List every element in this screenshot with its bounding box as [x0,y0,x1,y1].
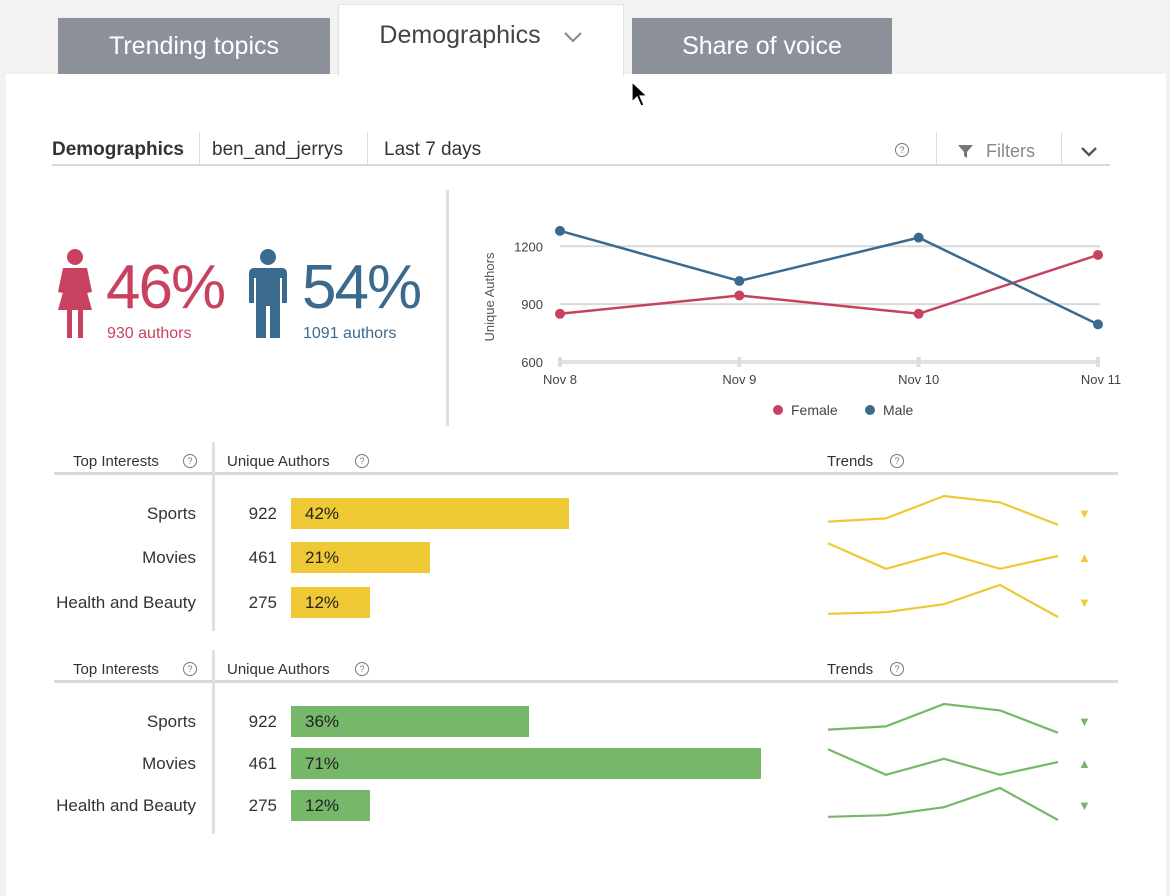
help-icon[interactable]: ? [895,143,909,157]
interest-bar[interactable]: 42% [291,498,570,529]
trend-sparkline [827,542,1059,570]
interest-label: Sports [146,504,196,523]
series-line-female [559,253,1099,316]
author-count: 275 [248,796,277,815]
mouse-cursor-icon [631,80,649,107]
data-point[interactable] [913,232,924,243]
tab-label: Share of voice [682,31,842,60]
header-trends: Trends [827,453,874,470]
bar-percentage: 42% [305,503,340,523]
bar-percentage: 36% [305,711,340,731]
x-tick-label: Nov 9 [722,372,756,387]
interest-label: Health and Beauty [56,593,196,612]
interest-label: Health and Beauty [56,796,196,815]
interest-bar[interactable]: 21% [291,542,431,573]
trend-down-icon: ▼ [1078,714,1091,729]
y-tick-label: 600 [521,355,543,370]
y-tick-label: 1200 [514,239,543,254]
data-point[interactable] [913,308,924,319]
filters-label: Filters [986,141,1035,161]
trend-sparkline [827,748,1059,776]
x-tick-label: Nov 10 [898,372,939,387]
help-icon[interactable]: ? [355,662,369,676]
header-unique-authors: Unique Authors [227,453,330,470]
legend-item-female[interactable]: Female [773,402,838,418]
tab-trending-topics[interactable]: Trending topics [58,18,330,74]
interest-label: Movies [142,548,196,567]
chevron-down-icon[interactable] [563,21,583,50]
header-top-interests: Top Interests [73,453,159,470]
header-trends: Trends [827,661,874,678]
author-count: 275 [248,593,277,612]
male-percentage: 54% [302,253,422,322]
author-count: 922 [248,712,277,731]
chevron-down-icon[interactable] [1080,144,1098,162]
interest-bar[interactable]: 36% [291,706,530,737]
help-icon[interactable]: ? [890,454,904,468]
series-line-male [559,229,1099,326]
data-point[interactable] [555,225,565,236]
interest-bar[interactable]: 71% [291,748,762,779]
bar-percentage: 12% [305,592,340,612]
trend-up-icon: ▲ [1078,756,1091,771]
trend-down-icon: ▼ [1078,506,1091,521]
tab-demographics[interactable]: Demographics [338,4,624,76]
tab-label: Trending topics [109,31,279,60]
data-point[interactable] [734,290,745,301]
brand-selector[interactable]: ben_and_jerrys [212,139,343,160]
tab-label: Demographics [379,21,541,49]
trend-sparkline [827,494,1059,526]
filter-icon [958,145,973,158]
author-count: 461 [248,548,277,567]
header-unique-authors: Unique Authors [227,661,330,678]
legend-item-male[interactable]: Male [865,402,914,418]
bar-percentage: 12% [305,795,340,815]
author-count: 922 [248,504,277,523]
interest-label: Movies [142,754,196,773]
trend-down-icon: ▼ [1078,798,1091,813]
date-range-selector[interactable]: Last 7 days [384,139,482,160]
trend-up-icon: ▲ [1078,550,1091,565]
help-icon[interactable]: ? [890,662,904,676]
trend-sparkline [827,702,1059,734]
x-tick-label: Nov 11 [1081,372,1121,387]
bar-percentage: 71% [305,753,340,773]
help-icon[interactable]: ? [355,454,369,468]
trend-down-icon: ▼ [1078,595,1091,610]
svg-text:Male: Male [883,402,914,418]
interest-bar[interactable]: 12% [291,790,371,821]
breadcrumb-section: Demographics [52,139,184,160]
author-count: 461 [248,754,277,773]
bar-percentage: 21% [305,547,340,567]
interest-bar[interactable]: 12% [291,587,371,618]
data-point[interactable] [555,308,565,319]
data-point[interactable] [1093,249,1103,260]
female-percentage: 46% [106,253,226,322]
trend-sparkline [827,786,1059,821]
help-icon[interactable]: ? [183,662,197,676]
male-icon [249,249,287,338]
trend-sparkline [827,583,1059,618]
data-point[interactable] [734,276,745,286]
filters-button[interactable]: Filters [958,141,1035,162]
authors-line-chart: 600 900 1200 Nov 8 Nov 9 Nov 10 Nov 11 Unique A… [482,225,1121,418]
male-authors: 1091 authors [303,325,397,342]
header-top-interests: Top Interests [73,661,159,678]
female-icon [58,249,92,338]
svg-text:Female: Female [791,402,838,418]
x-tick-label: Nov 8 [543,372,577,387]
y-tick-label: 900 [521,297,543,312]
interest-label: Sports [146,712,196,731]
help-icon[interactable]: ? [183,454,197,468]
tab-share-of-voice[interactable]: Share of voice [632,18,892,74]
y-axis-label: Unique Authors [482,252,497,341]
data-point[interactable] [1093,319,1103,330]
female-authors: 930 authors [107,325,192,342]
